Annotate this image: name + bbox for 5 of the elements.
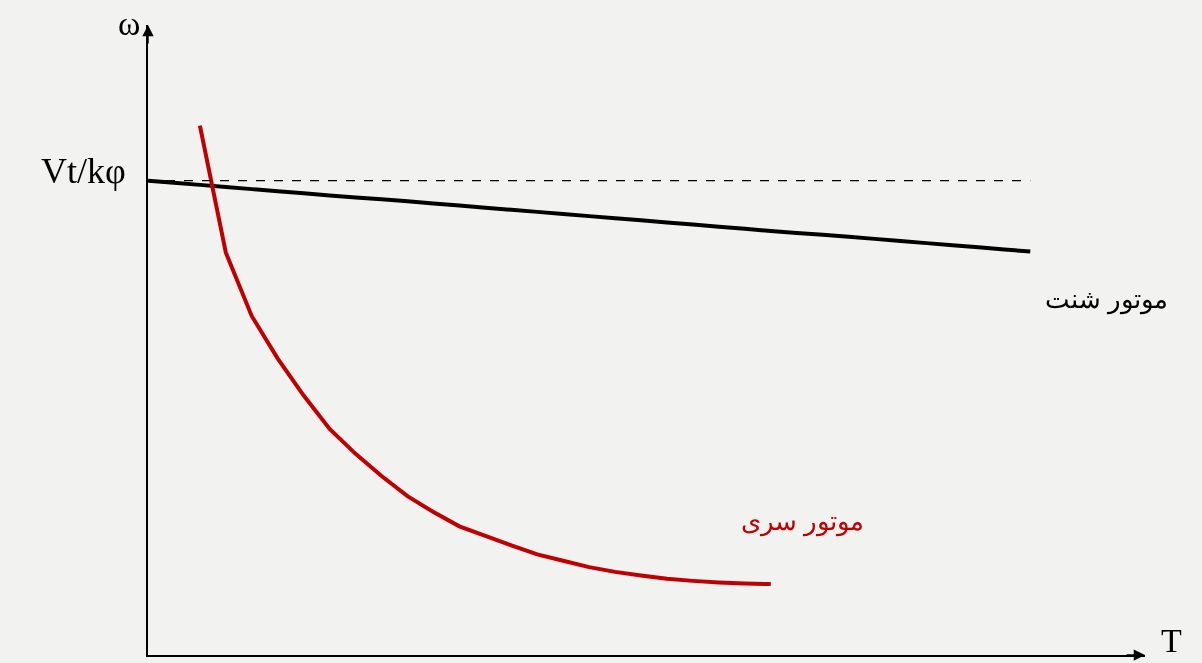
- series-label: موتور شنت: [1045, 284, 1169, 315]
- series-label: موتور سری: [741, 506, 865, 537]
- y-axis-title: ω: [118, 5, 141, 42]
- ref-line-label: Vt/kφ: [41, 151, 126, 191]
- x-axis-title: T: [1161, 622, 1182, 659]
